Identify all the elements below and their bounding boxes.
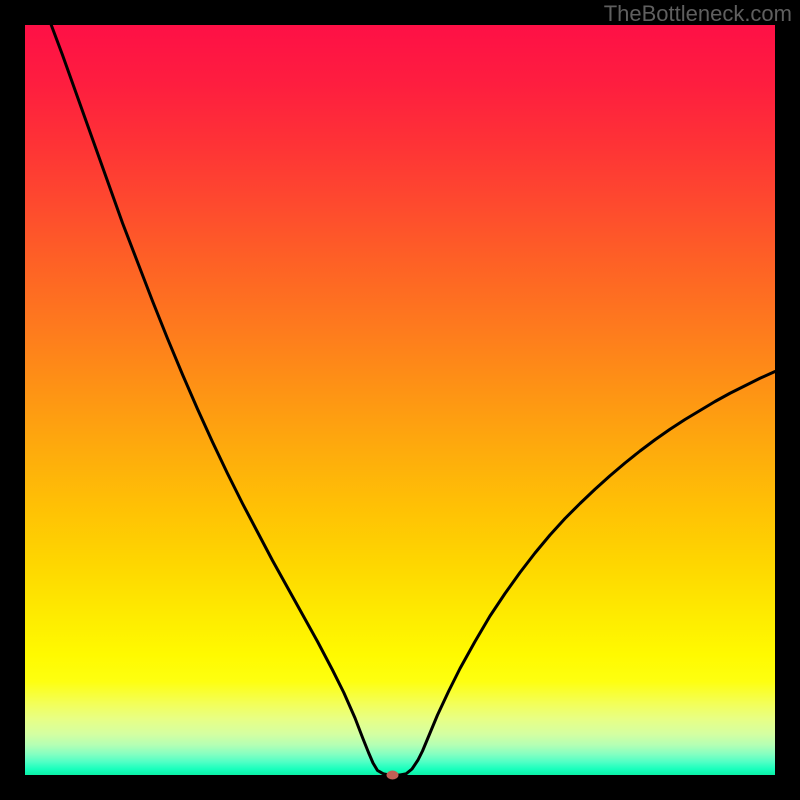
watermark-text: TheBottleneck.com xyxy=(604,1,792,27)
plot-gradient-background xyxy=(25,25,775,775)
chart-container: TheBottleneck.com xyxy=(0,0,800,800)
curve-min-marker xyxy=(387,771,399,780)
bottleneck-curve-chart xyxy=(0,0,800,800)
